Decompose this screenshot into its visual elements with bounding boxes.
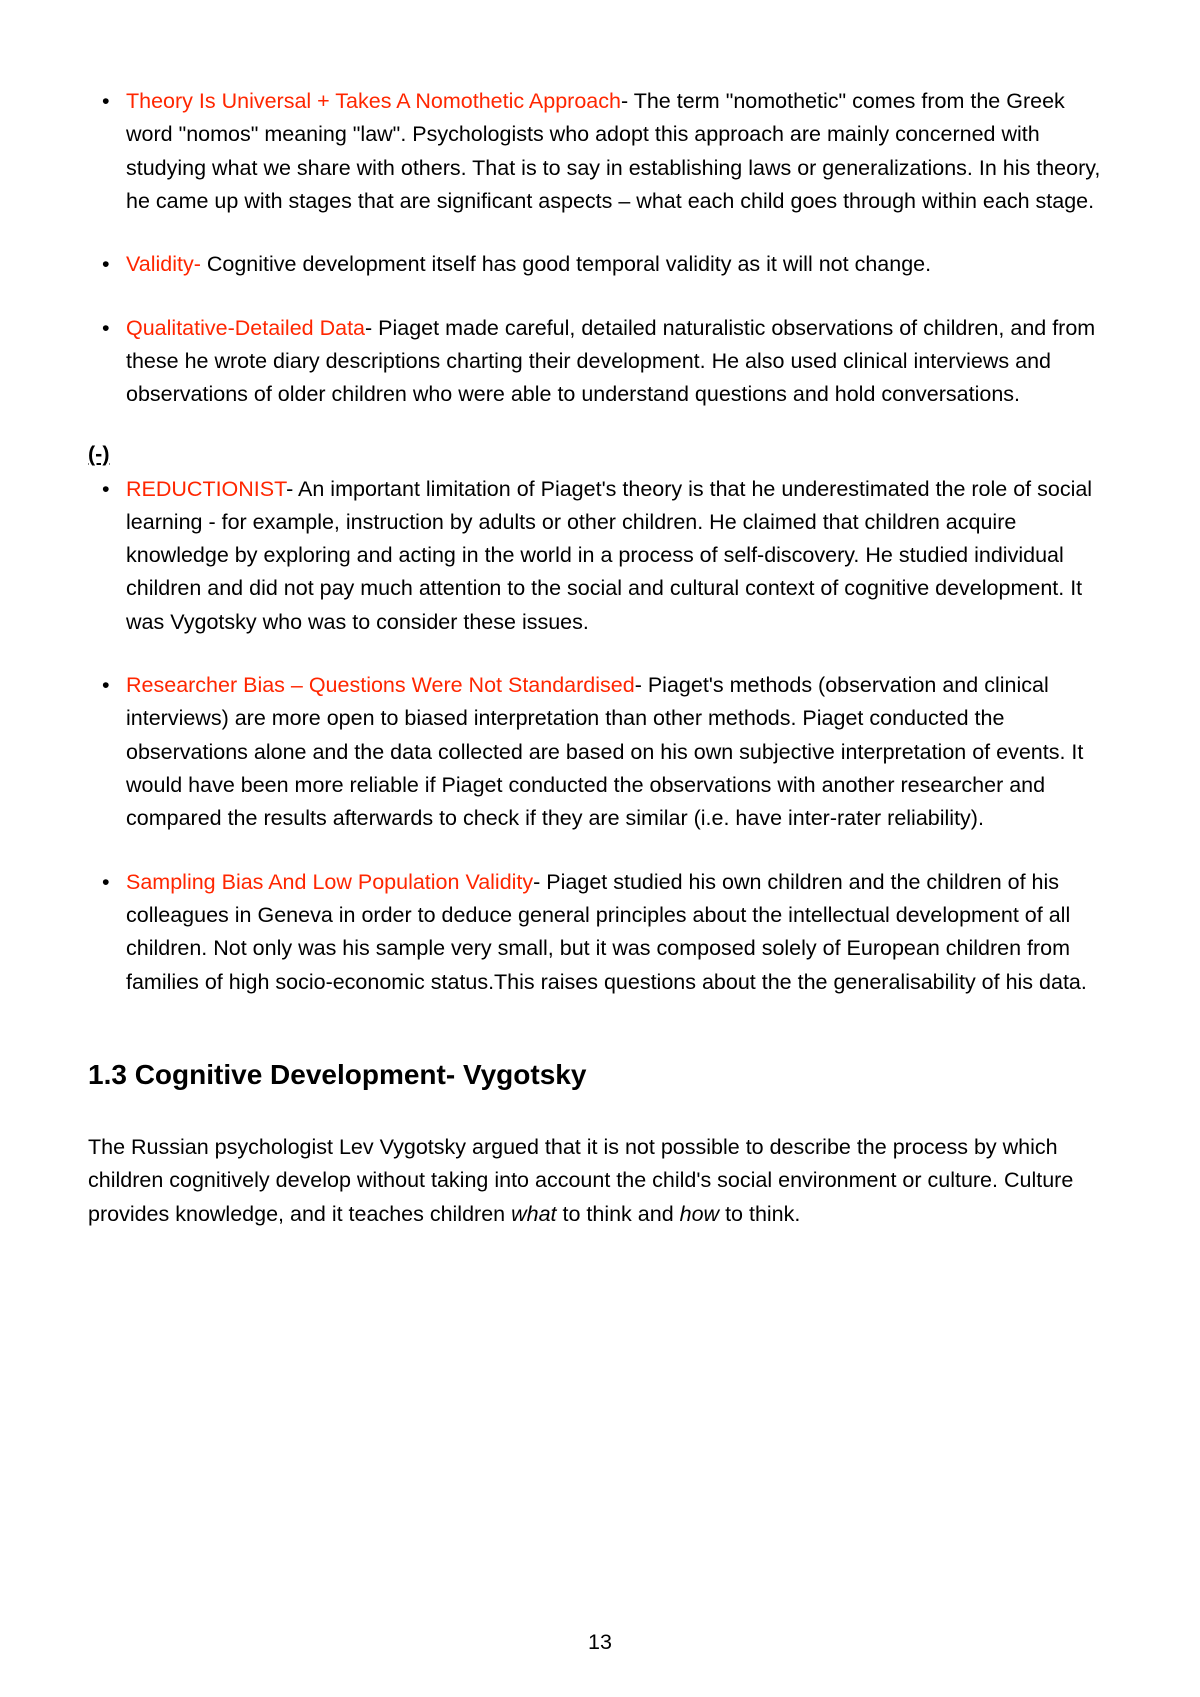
page-number: 13 xyxy=(0,1630,1200,1655)
negatives-list: REDUCTIONIST- An important limitation of… xyxy=(102,473,1112,999)
intro-emphasis: what xyxy=(511,1202,556,1226)
item-title: Theory Is Universal + Takes A Nomothetic… xyxy=(126,89,621,113)
item-body: Cognitive development itself has good te… xyxy=(201,252,931,276)
item-title: Qualitative-Detailed Data xyxy=(126,316,365,340)
item-title: Validity- xyxy=(126,252,201,276)
intro-emphasis: how xyxy=(680,1202,719,1226)
item-title: Sampling Bias And Low Population Validit… xyxy=(126,870,533,894)
list-item: Researcher Bias – Questions Were Not Sta… xyxy=(102,669,1112,836)
intro-text: to think. xyxy=(719,1202,800,1226)
item-title: REDUCTIONIST xyxy=(126,477,286,501)
positives-list: Theory Is Universal + Takes A Nomothetic… xyxy=(102,85,1112,412)
list-item: Validity- Cognitive development itself h… xyxy=(102,248,1112,281)
intro-paragraph: The Russian psychologist Lev Vygotsky ar… xyxy=(88,1131,1112,1231)
section-heading: 1.3 Cognitive Development- Vygotsky xyxy=(88,1059,1112,1091)
list-item: REDUCTIONIST- An important limitation of… xyxy=(102,473,1112,640)
list-item: Theory Is Universal + Takes A Nomothetic… xyxy=(102,85,1112,218)
negatives-marker: (-) xyxy=(88,442,1112,467)
document-page: Theory Is Universal + Takes A Nomothetic… xyxy=(0,0,1200,1697)
list-item: Qualitative-Detailed Data- Piaget made c… xyxy=(102,312,1112,412)
item-title: Researcher Bias – Questions Were Not Sta… xyxy=(126,673,635,697)
list-item: Sampling Bias And Low Population Validit… xyxy=(102,866,1112,999)
intro-text: to think and xyxy=(557,1202,680,1226)
